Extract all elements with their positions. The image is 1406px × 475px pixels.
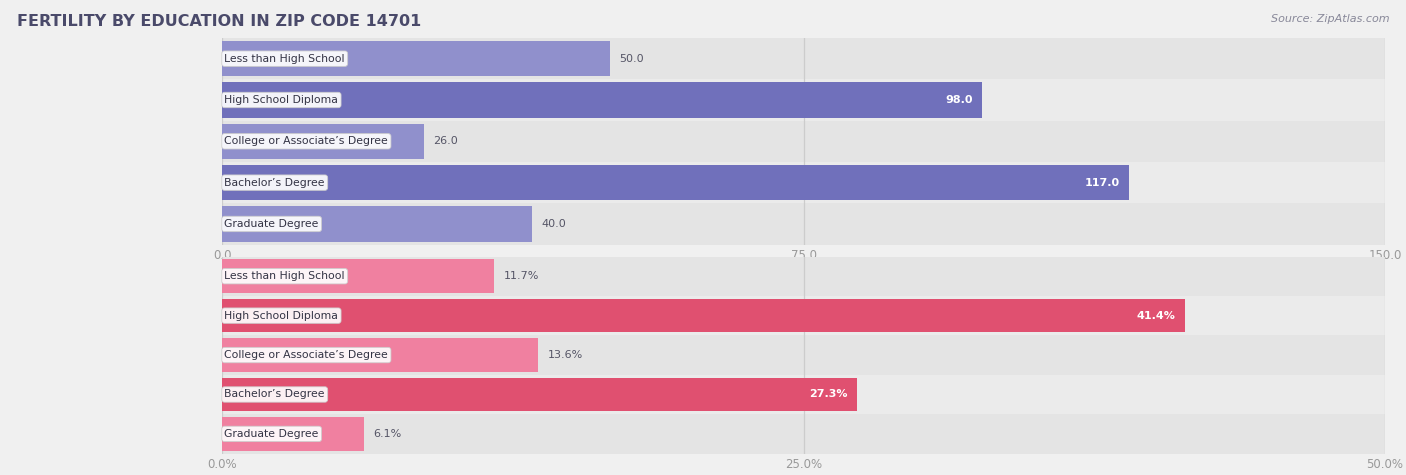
- Bar: [222, 256, 1385, 296]
- Text: 11.7%: 11.7%: [503, 271, 538, 281]
- Text: Graduate Degree: Graduate Degree: [225, 429, 319, 439]
- Text: College or Associate’s Degree: College or Associate’s Degree: [225, 350, 388, 360]
- Bar: [222, 338, 538, 372]
- Text: Bachelor’s Degree: Bachelor’s Degree: [225, 178, 325, 188]
- Text: High School Diploma: High School Diploma: [225, 311, 339, 321]
- Text: Less than High School: Less than High School: [225, 271, 344, 281]
- Bar: [222, 417, 364, 451]
- Bar: [222, 124, 423, 159]
- Bar: [222, 207, 533, 241]
- Bar: [222, 38, 1385, 79]
- Bar: [222, 378, 858, 411]
- Bar: [222, 299, 1185, 332]
- Bar: [222, 41, 610, 76]
- Text: 41.4%: 41.4%: [1136, 311, 1175, 321]
- Text: FERTILITY BY EDUCATION IN ZIP CODE 14701: FERTILITY BY EDUCATION IN ZIP CODE 14701: [17, 14, 422, 29]
- Text: 40.0: 40.0: [541, 219, 567, 229]
- Text: 13.6%: 13.6%: [548, 350, 583, 360]
- Text: 50.0: 50.0: [619, 54, 644, 64]
- Text: 98.0: 98.0: [945, 95, 973, 105]
- Bar: [222, 203, 1385, 245]
- Text: 27.3%: 27.3%: [810, 390, 848, 399]
- Bar: [222, 259, 495, 293]
- Text: 6.1%: 6.1%: [374, 429, 402, 439]
- Text: Graduate Degree: Graduate Degree: [225, 219, 319, 229]
- Bar: [222, 83, 981, 117]
- Text: College or Associate’s Degree: College or Associate’s Degree: [225, 136, 388, 146]
- Bar: [222, 335, 1385, 375]
- Bar: [222, 165, 1129, 200]
- Text: Less than High School: Less than High School: [225, 54, 344, 64]
- Bar: [222, 121, 1385, 162]
- Text: 26.0: 26.0: [433, 136, 458, 146]
- Text: Bachelor’s Degree: Bachelor’s Degree: [225, 390, 325, 399]
- Bar: [222, 162, 1385, 203]
- Bar: [222, 79, 1385, 121]
- Text: 117.0: 117.0: [1084, 178, 1119, 188]
- Bar: [222, 375, 1385, 414]
- Text: High School Diploma: High School Diploma: [225, 95, 339, 105]
- Bar: [222, 414, 1385, 454]
- Bar: [222, 296, 1385, 335]
- Text: Source: ZipAtlas.com: Source: ZipAtlas.com: [1271, 14, 1389, 24]
